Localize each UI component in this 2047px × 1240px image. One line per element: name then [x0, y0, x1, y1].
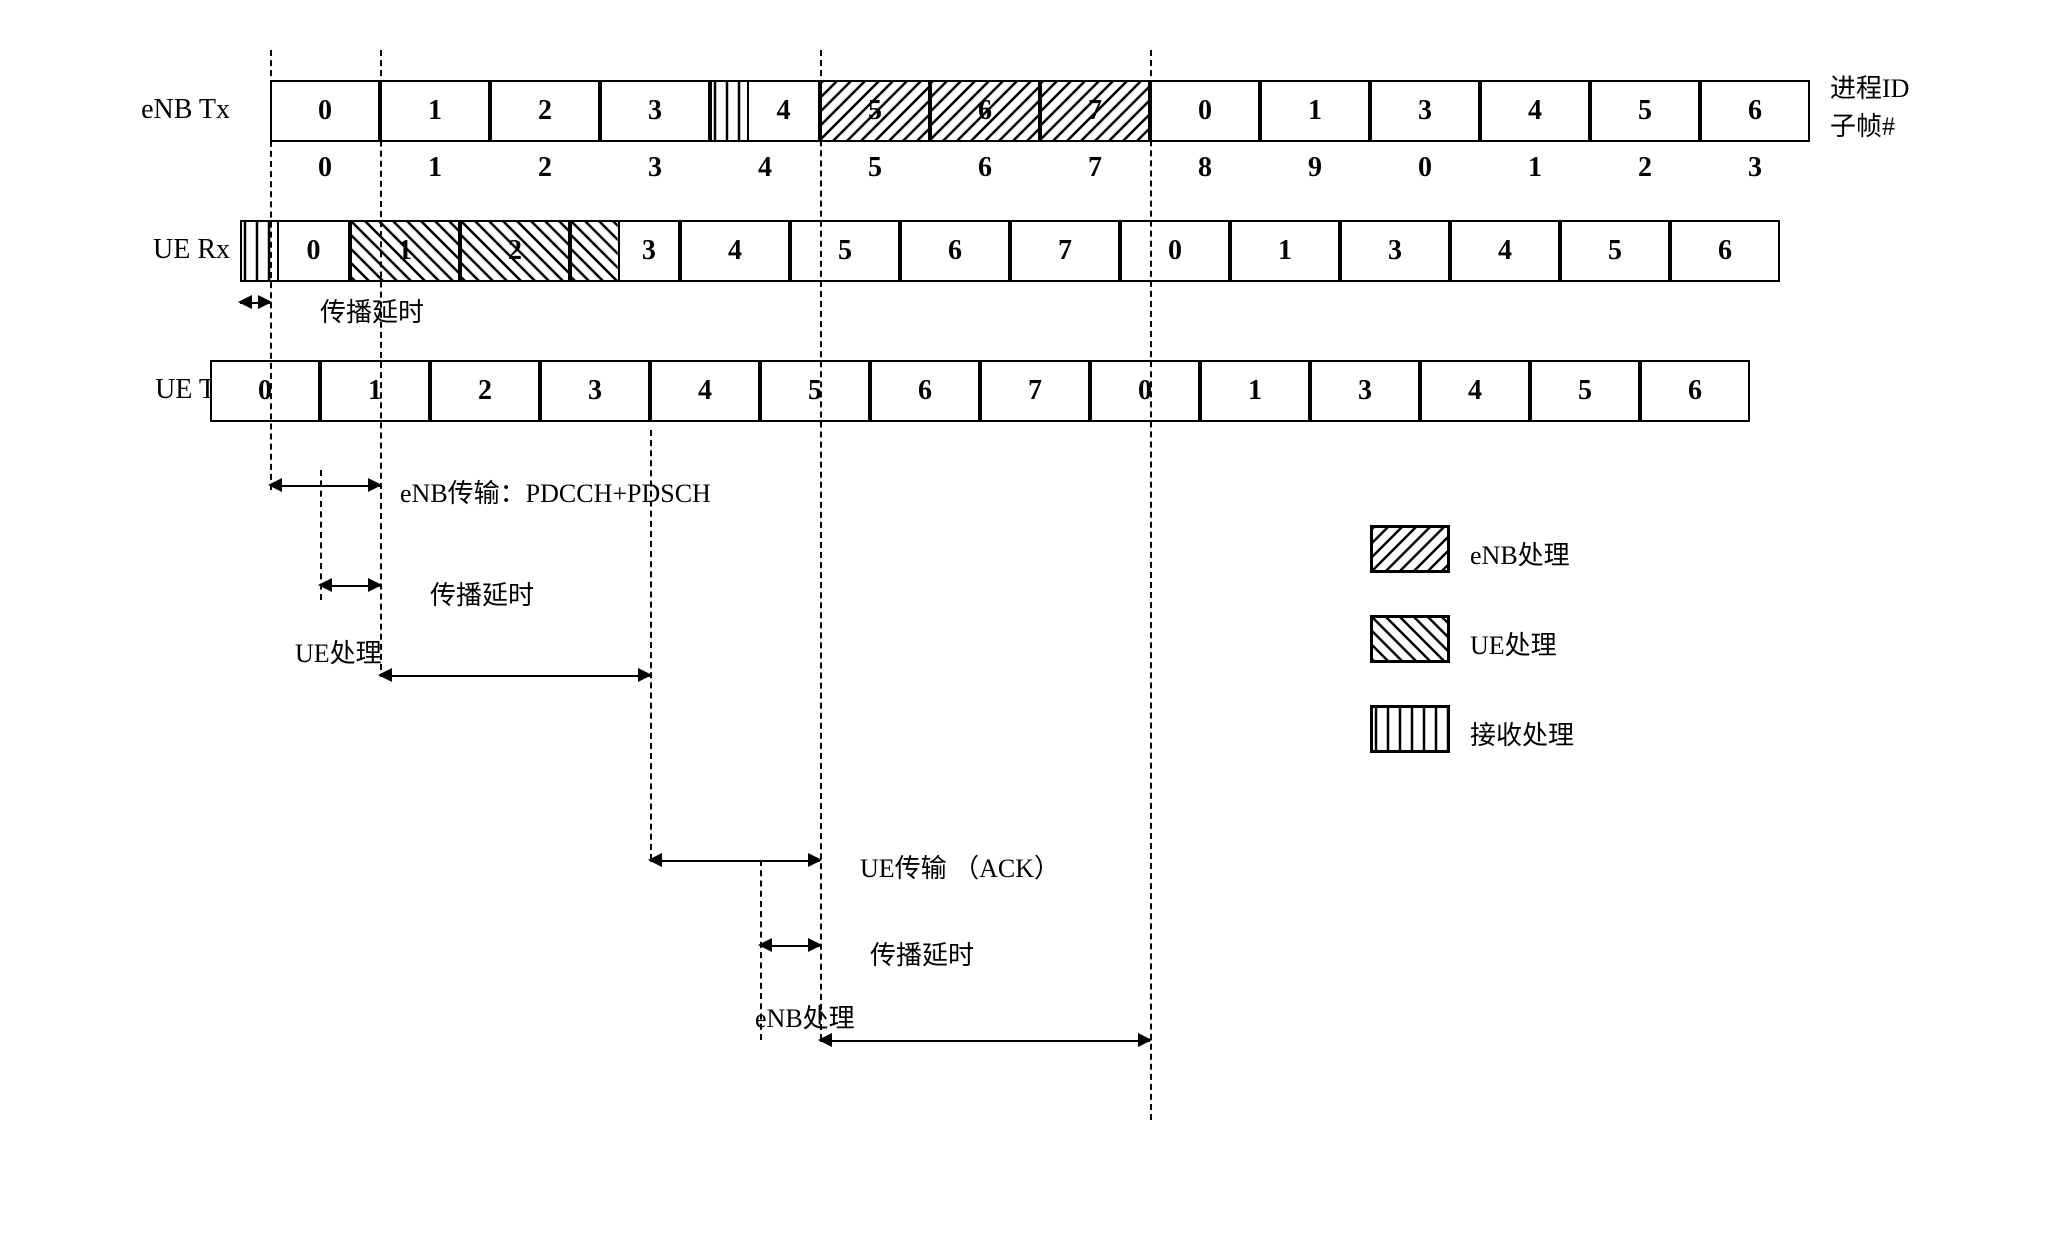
subframe-number: 2: [490, 152, 600, 184]
enb-tx-cell: 1: [1260, 80, 1370, 142]
ue-rx-cell: 1: [350, 220, 460, 282]
ue-tx-cell: 5: [760, 360, 870, 422]
ue-rx-cell: 2: [460, 220, 570, 282]
arrow-label: UE传输 （ACK）: [860, 848, 1060, 885]
arrow-label: 传播延时: [870, 935, 974, 972]
enb-tx-cell: 5: [820, 80, 930, 142]
subframe-number: 0: [270, 152, 380, 184]
timing-diagram: eNB TxUE RxUE Tx进程ID子帧#01234567013456012…: [40, 40, 2000, 1200]
subframe-number: 9: [1260, 152, 1370, 184]
ue-tx-cell: 3: [540, 360, 650, 422]
enb-tx-cell: 7: [1040, 80, 1150, 142]
subframe-number: 0: [1370, 152, 1480, 184]
ue-tx-cell: 4: [1420, 360, 1530, 422]
ue-tx-cell: 6: [1640, 360, 1750, 422]
subframe-number: 3: [1700, 152, 1810, 184]
subframe-number: 8: [1150, 152, 1260, 184]
ue-tx-cell: 2: [430, 360, 540, 422]
ue-rx-cell: 4: [680, 220, 790, 282]
enb-tx-cell: 0: [1150, 80, 1260, 142]
subframe-number: 2: [1590, 152, 1700, 184]
legend-swatch: [1370, 615, 1450, 663]
ue-tx-cell: 1: [320, 360, 430, 422]
legend-label: UE处理: [1470, 625, 1557, 662]
guide-line: [1150, 50, 1152, 1120]
legend-swatch: [1370, 525, 1450, 573]
ue-rx-cell: 1: [1230, 220, 1340, 282]
enb-tx-cell: 1: [380, 80, 490, 142]
subframe-number: 5: [820, 152, 930, 184]
enb-tx-cell: 2: [490, 80, 600, 142]
enb-tx-cell: 4: [710, 80, 820, 142]
subframe-number: 7: [1040, 152, 1150, 184]
enb-tx-cell: 4: [1480, 80, 1590, 142]
subframe-number: 1: [380, 152, 490, 184]
ue-tx-cell: 3: [1310, 360, 1420, 422]
enb-tx-cell: 3: [600, 80, 710, 142]
ue-rx-cell: 6: [900, 220, 1010, 282]
guide-line: [820, 50, 822, 1040]
arrow-label: eNB处理: [755, 998, 855, 1035]
subframe-number: 6: [930, 152, 1040, 184]
enb-tx-cell: 3: [1370, 80, 1480, 142]
ue-tx-cell: 1: [1200, 360, 1310, 422]
enb-tx-cell: 0: [270, 80, 380, 142]
ue-rx-cell: 0: [1120, 220, 1230, 282]
subframe-number: 1: [1480, 152, 1590, 184]
ue-tx-cell: 6: [870, 360, 980, 422]
legend-label: eNB处理: [1470, 535, 1570, 572]
legend-swatch: [1370, 705, 1450, 753]
arrow-label: 传播延时: [430, 575, 534, 612]
ue-rx-cell: 5: [790, 220, 900, 282]
ue-rx-cell: 6: [1670, 220, 1780, 282]
legend-label: 接收处理: [1470, 715, 1574, 752]
guide-line: [380, 50, 382, 670]
enb-tx-cell: 6: [930, 80, 1040, 142]
arrow-label: eNB传输：PDCCH+PDSCH: [400, 473, 711, 510]
ue-rx-cell: 4: [1450, 220, 1560, 282]
guide-line: [270, 50, 272, 490]
subframe-number: 3: [600, 152, 710, 184]
ue-tx-cell: 0: [1090, 360, 1200, 422]
ue-rx-cell: 7: [1010, 220, 1120, 282]
subframe-number: 4: [710, 152, 820, 184]
ue-tx-cell: 4: [650, 360, 760, 422]
ue-tx-cell: 0: [210, 360, 320, 422]
enb-tx-cell: 6: [1700, 80, 1810, 142]
enb-tx-cell: 5: [1590, 80, 1700, 142]
arrow-label: 传播延时: [320, 292, 424, 329]
ue-tx-cell: 7: [980, 360, 1090, 422]
ue-rx-cell: 3: [570, 220, 680, 282]
ue-rx-cell: 3: [1340, 220, 1450, 282]
ue-tx-cell: 5: [1530, 360, 1640, 422]
arrow-label: UE处理: [295, 633, 382, 670]
ue-rx-cell: 5: [1560, 220, 1670, 282]
ue-rx-cell: 0: [240, 220, 350, 282]
